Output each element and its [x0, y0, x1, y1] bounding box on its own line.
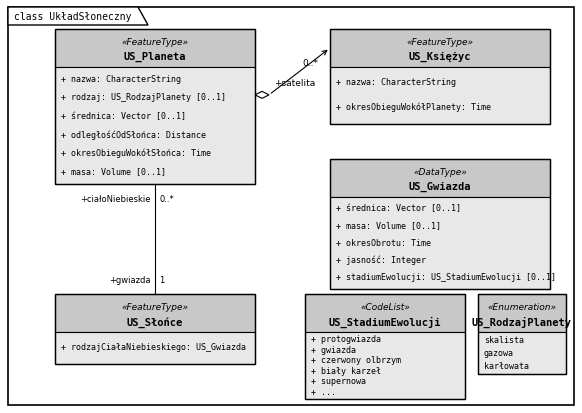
Bar — [330, 68, 550, 125]
Text: skalista: skalista — [484, 335, 524, 344]
Bar — [55, 30, 255, 68]
Bar — [478, 294, 566, 332]
Text: + gwiazda: + gwiazda — [311, 345, 356, 354]
Bar — [55, 30, 255, 185]
Text: + protogwiazda: + protogwiazda — [311, 334, 381, 343]
Bar — [478, 332, 566, 374]
Text: +gwiazda: +gwiazda — [109, 275, 151, 284]
Text: US_Słońce: US_Słońce — [127, 316, 183, 327]
Text: + supernowa: + supernowa — [311, 377, 366, 385]
Bar — [55, 68, 255, 185]
Text: 0..*: 0..* — [159, 195, 174, 204]
Text: 0..*: 0..* — [302, 59, 318, 68]
Text: + okresObieguWokółPlanety: Time: + okresObieguWokółPlanety: Time — [336, 103, 491, 112]
Text: + okresObieguWokółSłońca: Time: + okresObieguWokółSłońca: Time — [61, 148, 211, 158]
Text: + stadiumEwolucji: US_StadiumEwolucji [0..1]: + stadiumEwolucji: US_StadiumEwolucji [0… — [336, 273, 556, 282]
Bar — [330, 30, 550, 125]
Text: US_Księżyc: US_Księżyc — [409, 52, 471, 62]
Text: + okresObrotu: Time: + okresObrotu: Time — [336, 238, 431, 247]
Text: + czerwony olbrzym: + czerwony olbrzym — [311, 355, 401, 364]
Text: + masa: Volume [0..1]: + masa: Volume [0..1] — [61, 167, 166, 176]
Bar — [55, 294, 255, 332]
Text: karłowata: karłowata — [484, 361, 529, 370]
Text: US_StadiumEwolucji: US_StadiumEwolucji — [329, 316, 441, 327]
Text: + masa: Volume [0..1]: + masa: Volume [0..1] — [336, 221, 441, 230]
Text: gazowa: gazowa — [484, 348, 514, 357]
Text: US_RodzajPlanety: US_RodzajPlanety — [472, 316, 572, 327]
Text: class UkładSłoneczny: class UkładSłoneczny — [14, 12, 132, 22]
Text: «DataType»: «DataType» — [413, 167, 467, 176]
Text: 1: 1 — [159, 275, 164, 284]
Bar — [55, 294, 255, 364]
Bar — [330, 159, 550, 289]
Bar — [330, 197, 550, 289]
Polygon shape — [8, 8, 148, 26]
Bar — [478, 294, 566, 374]
Text: + nazwa: CharacterString: + nazwa: CharacterString — [336, 78, 456, 87]
Text: + rodzajCiałaNiebieskiego: US_Gwiazda: + rodzajCiałaNiebieskiego: US_Gwiazda — [61, 342, 246, 351]
Bar — [305, 294, 465, 332]
Bar — [330, 30, 550, 68]
Text: + średnica: Vector [0..1]: + średnica: Vector [0..1] — [336, 204, 461, 212]
Bar — [330, 159, 550, 197]
Text: US_Planeta: US_Planeta — [124, 52, 186, 62]
Text: + nazwa: CharacterString: + nazwa: CharacterString — [61, 74, 181, 83]
Text: «FeatureType»: «FeatureType» — [122, 302, 189, 311]
Text: «FeatureType»: «FeatureType» — [406, 38, 474, 47]
Text: + jasność: Integer: + jasność: Integer — [336, 255, 426, 265]
Text: + ...: + ... — [311, 387, 336, 396]
Bar — [305, 332, 465, 399]
Text: US_Gwiazda: US_Gwiazda — [409, 182, 471, 192]
Text: + średnica: Vector [0..1]: + średnica: Vector [0..1] — [61, 112, 186, 121]
Text: +ciałoNiebieskie: +ciałoNiebieskie — [80, 195, 151, 204]
Text: +satelita: +satelita — [274, 78, 315, 88]
Text: + biały karzeł: + biały karzeł — [311, 366, 381, 375]
Text: «Enumeration»: «Enumeration» — [488, 302, 556, 311]
Text: «CodeList»: «CodeList» — [360, 302, 410, 311]
Text: + rodzaj: US_RodzajPlanety [0..1]: + rodzaj: US_RodzajPlanety [0..1] — [61, 93, 226, 102]
Bar — [55, 332, 255, 364]
Polygon shape — [255, 92, 269, 99]
Text: + odległośćOdSłońca: Distance: + odległośćOdSłońca: Distance — [61, 130, 206, 139]
Bar — [305, 294, 465, 399]
Text: «FeatureType»: «FeatureType» — [122, 38, 189, 47]
